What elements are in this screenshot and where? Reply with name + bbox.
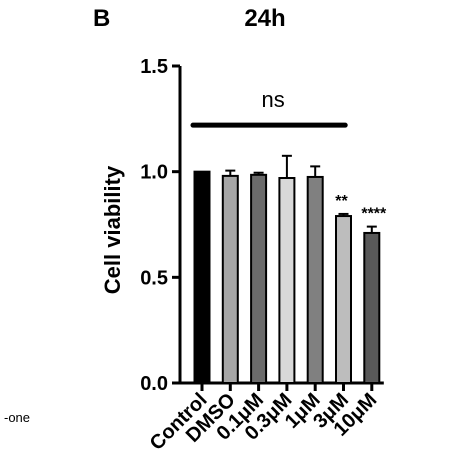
bar: [278, 177, 296, 384]
y-tick-label: 0.0: [140, 373, 168, 395]
chart-title: 24h: [244, 5, 285, 32]
bar: [306, 175, 324, 384]
annotations-group: ******ns: [190, 87, 387, 223]
y-tick-label: 0.5: [140, 267, 168, 289]
bar: [221, 174, 239, 384]
bar: [335, 215, 352, 384]
y-axis-label: Cell viability: [100, 165, 125, 294]
y-tick-label: 1.5: [140, 56, 168, 78]
bar: [250, 173, 268, 384]
ns-label: ns: [261, 87, 284, 112]
bar: [363, 231, 381, 384]
significance-label: **: [335, 193, 348, 210]
significance-label: ****: [361, 206, 387, 223]
bars-group: [193, 154, 381, 384]
y-tick-label: 1.0: [140, 162, 168, 184]
bar: [193, 170, 211, 384]
side-note: -one: [4, 410, 30, 425]
panel-letter: B: [93, 5, 110, 32]
